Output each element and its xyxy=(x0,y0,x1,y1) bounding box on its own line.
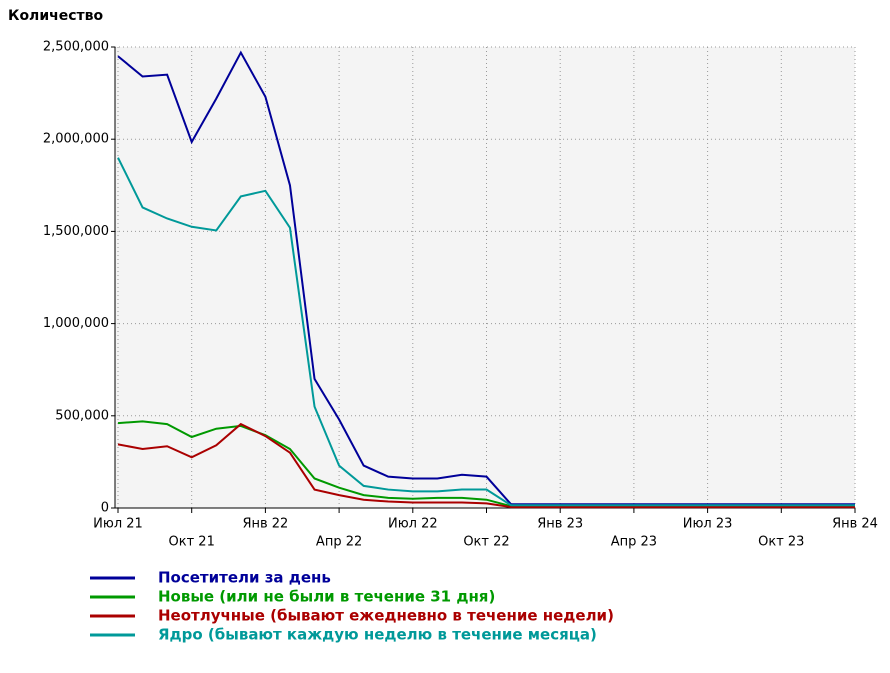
x-tick-label: Окт 21 xyxy=(169,535,215,550)
y-tick-label: 1,500,000 xyxy=(43,224,109,239)
series-line xyxy=(117,157,855,507)
x-tick-label: Янв 23 xyxy=(537,517,583,532)
x-tick-label: Янв 22 xyxy=(242,517,288,532)
y-tick-label: 2,500,000 xyxy=(43,40,109,55)
legend-label: Новые (или не были в течение 31 дня) xyxy=(158,588,495,606)
plot-area xyxy=(115,47,855,508)
x-tick-label: Июл 22 xyxy=(388,517,438,532)
y-tick-label: 0 xyxy=(101,501,109,516)
x-tick-label: Апр 22 xyxy=(316,535,362,550)
legend-label: Ядро (бывают каждую неделю в течение мес… xyxy=(158,626,597,644)
x-tick-label: Янв 24 xyxy=(832,517,878,532)
x-tick-label: Окт 23 xyxy=(758,535,804,550)
legend-label: Посетители за день xyxy=(158,569,331,587)
y-tick-label: 1,000,000 xyxy=(43,316,109,331)
y-tick-label: 500,000 xyxy=(55,408,109,423)
legend-label: Неотлучные (бывают ежедневно в течение н… xyxy=(158,607,614,625)
x-tick-label: Окт 22 xyxy=(463,535,509,550)
x-tick-label: Июл 23 xyxy=(683,517,733,532)
x-tick-label: Июл 21 xyxy=(93,517,143,532)
x-tick-label: Апр 23 xyxy=(611,535,657,550)
series-line xyxy=(117,422,855,509)
y-tick-label: 2,000,000 xyxy=(43,132,109,147)
y-axis-label: Количество xyxy=(8,8,104,24)
